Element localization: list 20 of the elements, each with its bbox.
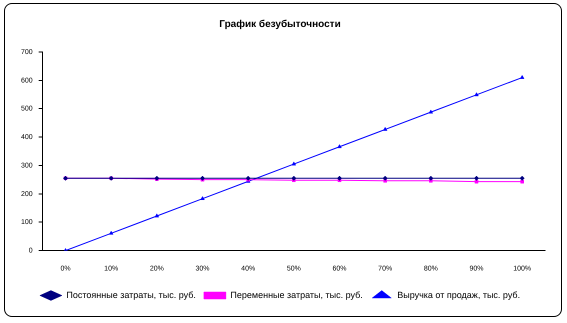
legend-label: Переменные затраты, тыс. руб.	[230, 290, 363, 300]
point	[428, 110, 433, 114]
point	[383, 127, 388, 131]
point	[382, 176, 388, 181]
chart-title: График безубыточности	[219, 18, 341, 30]
point	[291, 176, 296, 181]
point	[154, 214, 159, 218]
point	[292, 162, 296, 166]
point	[474, 180, 478, 184]
point	[337, 176, 342, 181]
point	[520, 75, 524, 79]
point	[474, 92, 479, 96]
point	[200, 196, 205, 200]
point	[474, 176, 479, 181]
point	[337, 144, 342, 148]
legend-label: Постоянные затраты, тыс. руб.	[66, 290, 196, 300]
legend-label: Выручка от продаж, тыс. руб.	[397, 290, 520, 300]
point	[428, 176, 434, 181]
point	[109, 230, 114, 235]
point	[520, 176, 525, 181]
